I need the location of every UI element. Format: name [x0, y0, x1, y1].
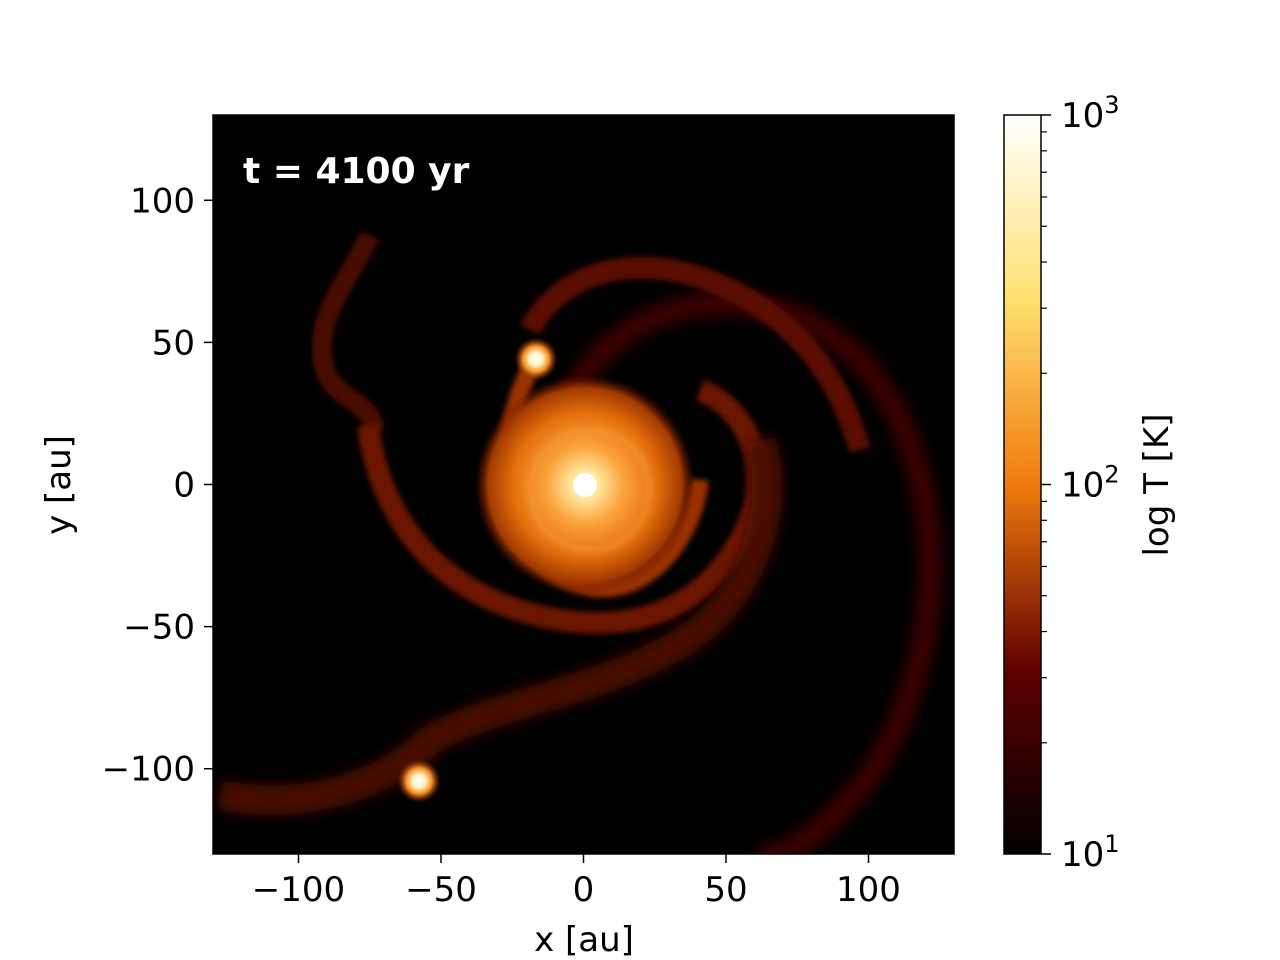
x-tick-label: −100	[252, 870, 345, 910]
y-tick-label: 0	[173, 466, 195, 506]
y-tick-label: 50	[152, 323, 195, 363]
southern-spiral-arm	[217, 435, 783, 815]
colorbar-tick-label: 103	[1061, 91, 1120, 136]
colorbar-ticks: 101 102 103	[1041, 91, 1120, 875]
colorbar-tick-label: 102	[1061, 461, 1120, 506]
heatmap-panel: t = 4100 yr	[212, 114, 955, 855]
colorbar-tick-label: 101	[1061, 830, 1120, 875]
outer-spiral-arm	[547, 290, 944, 854]
x-tick-label: 50	[704, 870, 747, 910]
x-axis-label: x [au]	[534, 920, 634, 960]
temperature-map	[217, 230, 944, 854]
colorbar-gradient	[1003, 114, 1042, 855]
western-filament	[311, 230, 385, 433]
x-axis-ticks: −100 −50 0 50 100	[252, 854, 901, 910]
y-axis-label: y [au]	[39, 435, 79, 535]
x-tick-label: 100	[836, 870, 901, 910]
y-axis-ticks: −100 −50 0 50 100	[102, 181, 213, 790]
companion-south-glow	[397, 759, 441, 803]
colorbar-label: log T [K]	[1137, 413, 1177, 556]
colorbar: 101 102 103 log T [K]	[1003, 91, 1177, 875]
upper-filament	[520, 256, 871, 454]
central-disc-ring	[527, 427, 653, 553]
x-tick-label: 0	[573, 870, 595, 910]
central-star	[573, 473, 597, 497]
companion-north-glow	[514, 337, 558, 381]
x-tick-label: −50	[405, 870, 477, 910]
y-tick-label: −100	[102, 750, 195, 790]
y-tick-label: 100	[130, 181, 195, 221]
y-tick-label: −50	[123, 608, 195, 648]
time-annotation: t = 4100 yr	[243, 151, 470, 192]
